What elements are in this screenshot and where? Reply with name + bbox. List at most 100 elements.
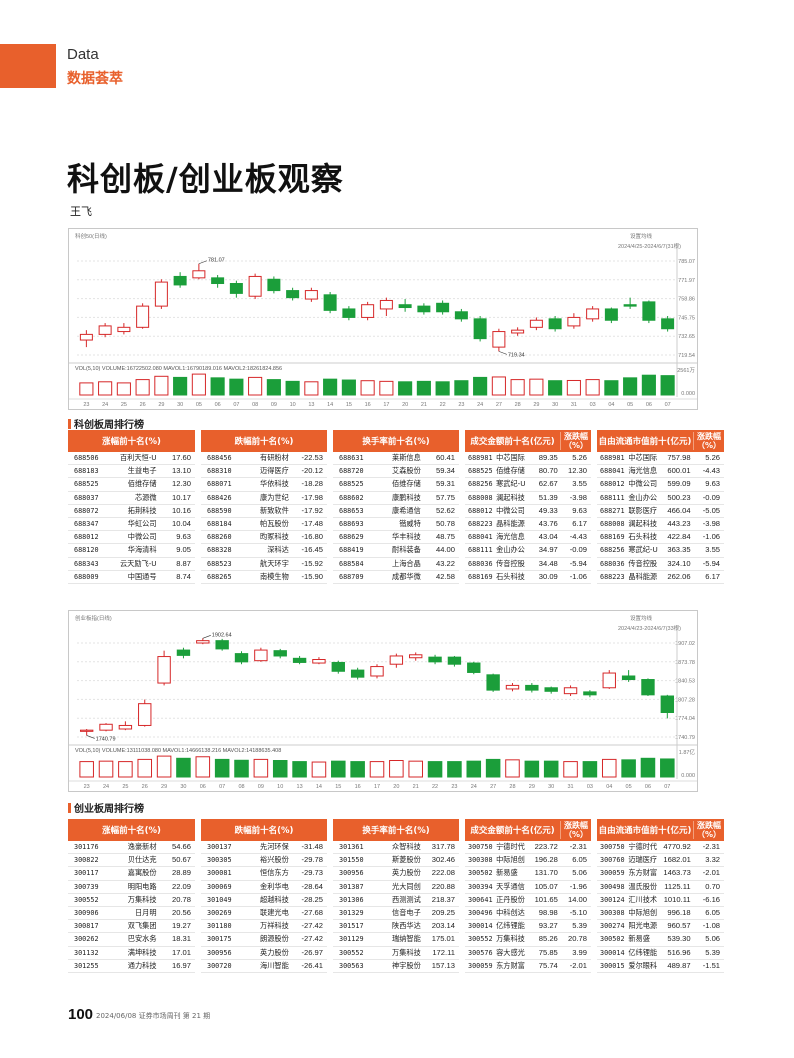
volume-bar <box>137 758 153 778</box>
table-row: 300822 贝仕达克 50.67 <box>68 854 195 868</box>
stock-change: -0.09 <box>702 492 721 502</box>
stock-value: 49.33 <box>538 505 558 515</box>
stock-name: 生益电子 <box>127 466 157 476</box>
volume-bar <box>621 759 636 778</box>
stock-value: 157.13 <box>431 960 455 970</box>
table-row: 300720 海川智能 -26.41 <box>201 960 327 973</box>
stock-value: 48.75 <box>435 532 455 542</box>
candle-body <box>304 290 318 300</box>
candle-body <box>492 331 506 348</box>
stock-code: 300117 <box>74 869 99 878</box>
stock-change: -1.06 <box>569 571 587 581</box>
volume-bar <box>473 376 488 396</box>
table-row: 688183 生益电子 13.10 <box>68 465 195 479</box>
stock-value: 4770.92 <box>663 842 691 851</box>
volume-bar <box>118 761 133 778</box>
stock-code: 688590 <box>207 506 232 515</box>
price-tick-label: 1840.53 <box>675 679 695 685</box>
table-row: 688265 南模生物 -15.90 <box>201 571 327 584</box>
stock-value: 52.62 <box>435 505 455 515</box>
volume-bar <box>135 379 150 396</box>
stock-name: 中微公司 <box>628 479 658 489</box>
x-tick-label: 20 <box>393 784 399 790</box>
stock-name: 万集科技 <box>392 947 421 957</box>
panel-header-label: 跌幅前十名(%) <box>234 826 294 836</box>
stock-change: 6.05 <box>572 855 587 865</box>
table-row: 300576 容大感光 75.85 3.99 <box>465 947 591 960</box>
panel-header-change: 涨跌幅（%） <box>693 821 724 839</box>
table-row: 300308 中际旭创 996.18 6.05 <box>597 907 724 921</box>
candle-body <box>312 659 326 664</box>
stock-name: 裕兴股份 <box>260 855 289 865</box>
stock-code: 301387 <box>339 882 364 891</box>
stock-name: 先河环保 <box>260 842 289 851</box>
x-tick-label: 26 <box>140 402 146 408</box>
stock-value: 443.23 <box>667 518 691 528</box>
stock-name: 万集科技 <box>496 934 525 944</box>
stock-name: 迈得医疗 <box>260 466 289 476</box>
table-row: 300641 正丹股份 101.65 14.00 <box>465 894 591 907</box>
x-tick-label: 05 <box>627 402 633 408</box>
stock-value: 599.09 <box>667 479 691 489</box>
x-tick-label: 30 <box>548 784 554 790</box>
panel-header: 换手率前十名(%) <box>333 430 459 452</box>
stock-code: 300124 <box>600 895 625 904</box>
x-tick-label: 10 <box>277 784 283 790</box>
stock-value: -27.42 <box>301 921 323 931</box>
stock-name: 超越科技 <box>260 894 289 904</box>
volume-max-label: 2561万 <box>677 367 695 374</box>
stock-value: 17.01 <box>171 947 191 957</box>
table-row: 300498 温氏股份 1125.11 0.70 <box>597 881 724 894</box>
author: 王飞 <box>70 205 92 218</box>
stock-change: 9.63 <box>572 505 587 515</box>
x-tick-label: 16 <box>365 402 371 408</box>
volume-bar <box>454 380 469 396</box>
volume-bar <box>427 761 443 778</box>
candle-body <box>398 304 412 309</box>
stock-change: 5.26 <box>705 453 721 462</box>
table-row: 301550 斯菱股份 302.46 <box>333 854 459 868</box>
table-row: 300760 迈瑞医疗 1682.01 3.32 <box>597 854 724 868</box>
panel-header: 涨幅前十名(%) <box>68 819 195 841</box>
stock-value: 1463.73 <box>663 868 691 878</box>
x-tick-label: 04 <box>606 784 612 790</box>
volume-bar <box>331 760 346 778</box>
volume-bar <box>311 761 327 778</box>
stock-code: 688120 <box>74 546 99 555</box>
x-tick-label: 21 <box>413 784 419 790</box>
stock-name: 艾森股份 <box>392 466 421 476</box>
stock-value: 16.97 <box>171 960 191 970</box>
candle-body <box>602 672 616 689</box>
volume-zero-label: 0.000 <box>681 773 695 779</box>
stock-value: 466.04 <box>667 505 691 515</box>
table-row: 300308 中际旭创 196.28 6.05 <box>465 854 591 868</box>
candle-body <box>292 657 307 663</box>
volume-bar <box>304 381 319 396</box>
stock-name: 中科创达 <box>496 907 525 917</box>
stock-code: 300015 <box>600 961 625 970</box>
volume-bar <box>272 760 288 778</box>
table-row: 688426 康为世纪 -17.98 <box>201 492 327 505</box>
volume-bar <box>156 755 172 778</box>
stock-value: 12.30 <box>171 479 191 489</box>
stock-value: 960.57 <box>667 921 691 931</box>
stock-code: 688456 <box>207 454 232 462</box>
stock-name: 迈瑞医疗 <box>628 855 658 865</box>
table-row: 688120 华海清科 9.05 <box>68 544 195 558</box>
candle-body <box>447 656 462 665</box>
table-row: 301255 通力科技 16.97 <box>68 960 195 973</box>
stock-code: 301132 <box>74 948 99 957</box>
stock-code: 300956 <box>339 869 364 878</box>
x-tick-label: 22 <box>432 784 438 790</box>
stock-code: 688169 <box>600 533 625 542</box>
panel-header-label: 成交金额前十名(亿元) <box>470 826 555 836</box>
volume-bar <box>548 380 563 396</box>
stock-value: 59.31 <box>435 479 455 489</box>
x-tick-label: 07 <box>664 784 670 790</box>
stock-name: 华海清科 <box>127 545 157 555</box>
stock-change: 6.17 <box>572 518 587 528</box>
candle-body <box>623 304 637 307</box>
candle-body <box>118 724 133 730</box>
candle-body <box>454 311 468 320</box>
stock-name: 日月明 <box>134 907 157 917</box>
